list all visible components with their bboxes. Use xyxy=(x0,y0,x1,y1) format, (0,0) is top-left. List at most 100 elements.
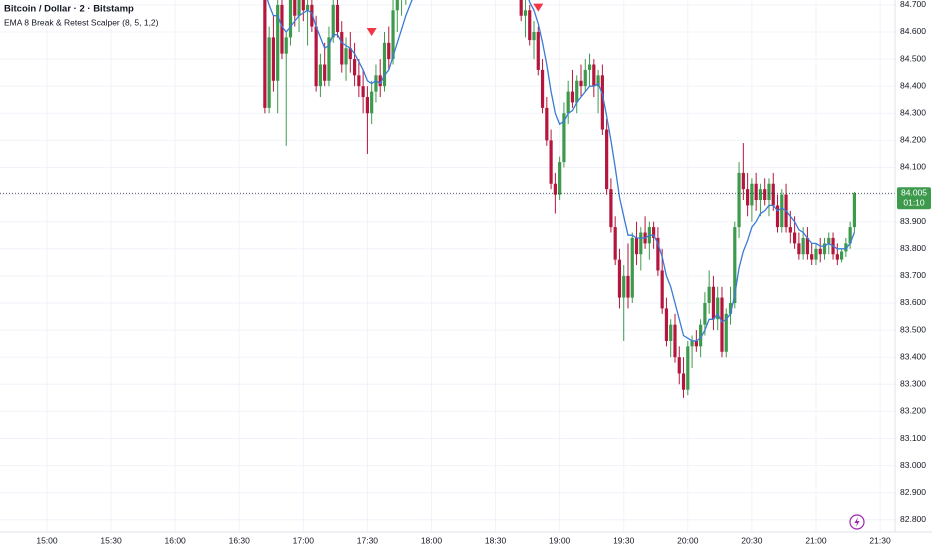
candle-body xyxy=(681,373,686,390)
chart-title: Bitcoin / Dollar · 2 · Bitstamp xyxy=(4,4,134,15)
candle-body xyxy=(605,129,609,190)
candle-body xyxy=(763,189,767,201)
candle-body xyxy=(737,172,741,228)
y-tick-label: 82.900 xyxy=(900,487,926,497)
candle-body xyxy=(532,31,536,41)
last-price-box xyxy=(897,187,931,210)
candle-body xyxy=(814,248,818,260)
candle-body xyxy=(827,237,831,244)
candle-body xyxy=(519,0,523,16)
x-tick-label: 18:30 xyxy=(485,535,507,545)
candle-body xyxy=(280,4,284,54)
candle-body xyxy=(288,0,293,38)
y-tick-label: 84.500 xyxy=(900,53,926,63)
candle-body xyxy=(797,243,801,255)
candle-body xyxy=(664,308,669,341)
candle-body xyxy=(583,69,587,87)
candle-body xyxy=(566,91,570,114)
candle-body xyxy=(703,302,707,325)
candle-body xyxy=(323,64,327,81)
candle-body xyxy=(382,42,387,87)
y-tick-label: 82.800 xyxy=(900,514,926,524)
candle-body xyxy=(596,75,600,87)
candle-body xyxy=(387,42,391,60)
candle-body xyxy=(617,259,622,298)
candle-body xyxy=(771,183,775,206)
candle-body xyxy=(600,75,604,130)
y-tick-label: 83.900 xyxy=(900,216,926,226)
candle-body xyxy=(699,324,703,347)
candle-body xyxy=(711,286,716,320)
y-tick-label: 84.700 xyxy=(900,0,926,9)
grid xyxy=(0,0,895,532)
y-tick-label: 83.800 xyxy=(900,243,926,253)
x-tick-label: 15:00 xyxy=(36,535,58,545)
x-tick-label: 19:30 xyxy=(613,535,635,545)
candle-body xyxy=(263,0,267,108)
candle-body xyxy=(305,4,310,11)
candle-body xyxy=(301,0,305,11)
candle-body xyxy=(716,297,720,320)
y-tick-label: 84.300 xyxy=(900,108,926,118)
candle-body xyxy=(395,0,399,11)
indicator-label: EMA 8 Break & Retest Scalper (8, 5, 1,2) xyxy=(4,17,159,27)
candle-body xyxy=(335,4,340,32)
countdown-label: 01:10 xyxy=(903,197,925,207)
candle-body xyxy=(630,237,634,298)
candle-body xyxy=(391,10,395,60)
candle-body xyxy=(553,183,557,195)
candle-body xyxy=(724,313,728,352)
candle-body xyxy=(293,0,297,16)
lightning-icon[interactable] xyxy=(849,514,865,530)
candle-body xyxy=(575,80,579,103)
x-tick-label: 20:30 xyxy=(741,535,763,545)
candle-body xyxy=(626,275,630,298)
candle-body xyxy=(592,64,596,87)
x-tick-label: 21:30 xyxy=(869,535,891,545)
last-price-label: 84.005 xyxy=(901,187,927,197)
sell-signal xyxy=(533,3,544,12)
candle-body xyxy=(686,346,690,390)
candle-body xyxy=(660,270,664,309)
candle-body xyxy=(852,193,857,228)
candle-body xyxy=(801,237,805,255)
candle-body xyxy=(587,64,592,70)
candle-body xyxy=(284,37,288,54)
candle-body xyxy=(545,107,549,141)
candle-body xyxy=(562,113,566,163)
candle-body xyxy=(673,324,677,358)
candle-body xyxy=(707,286,711,303)
candle-body xyxy=(310,4,314,27)
candle-body xyxy=(357,75,361,87)
candle-body xyxy=(523,10,528,16)
candle-body xyxy=(793,232,797,244)
candle-body xyxy=(570,91,575,103)
candle-body xyxy=(775,205,780,228)
sell-signal xyxy=(366,27,377,36)
candle-body xyxy=(839,251,844,260)
candle-body xyxy=(331,4,335,38)
candle-body xyxy=(694,340,698,347)
x-tick-label: 17:00 xyxy=(293,535,315,545)
candle-body xyxy=(818,248,822,255)
candle-body xyxy=(720,297,724,352)
candle-body xyxy=(536,31,540,70)
candle-body xyxy=(378,75,382,87)
candle-body xyxy=(370,91,374,114)
y-tick-label: 84.200 xyxy=(900,135,926,145)
candle-body xyxy=(579,80,583,87)
candle-body xyxy=(758,189,763,201)
x-tick-label: 21:00 xyxy=(805,535,827,545)
candle-body xyxy=(314,26,318,87)
candle-body xyxy=(613,227,617,260)
candle-body xyxy=(677,357,681,374)
candle-body xyxy=(549,140,553,184)
candle-body xyxy=(348,48,352,60)
candle-body xyxy=(780,194,784,228)
candle-body xyxy=(365,97,369,114)
candle-body xyxy=(609,189,613,228)
candle-body xyxy=(728,302,733,314)
axes: 84.700 84.600 84.500 84.400 84.300 84.200 84.1… xyxy=(36,0,931,545)
y-tick-label: 83.000 xyxy=(900,460,926,470)
